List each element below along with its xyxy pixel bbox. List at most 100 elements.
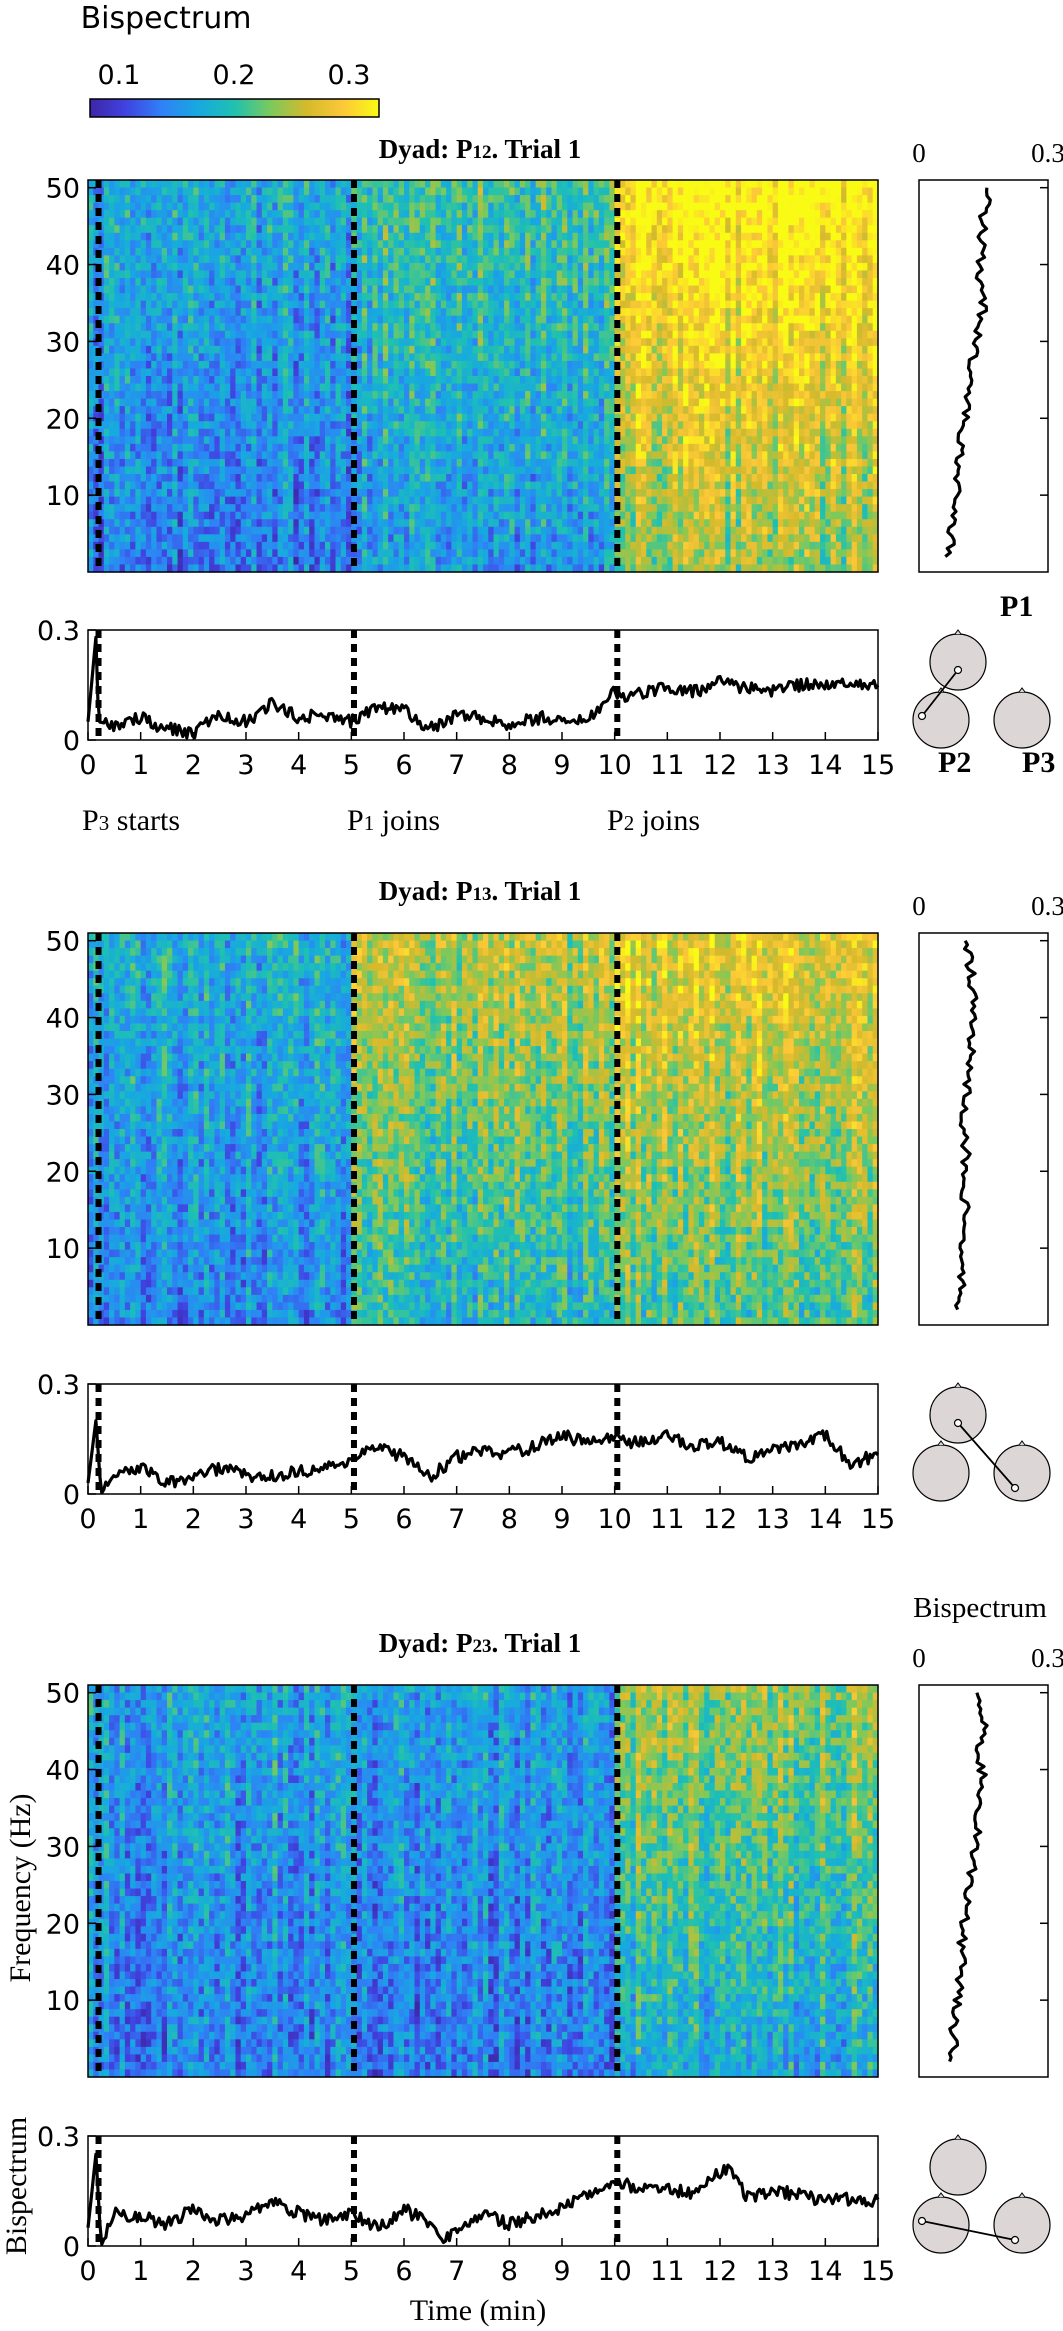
heatmap-cell — [330, 414, 336, 422]
heatmap-cell — [183, 353, 189, 361]
heatmap-cell — [467, 180, 473, 188]
heatmap-cell — [404, 263, 410, 271]
heatmap-cell — [415, 331, 421, 339]
heatmap-cell — [109, 429, 115, 437]
heatmap-cell — [109, 180, 115, 188]
heatmap-cell — [230, 376, 236, 384]
heatmap-cell — [214, 466, 220, 474]
heatmap-cell — [451, 406, 457, 414]
heatmap-cell — [293, 414, 299, 422]
heatmap-cell — [141, 549, 147, 557]
heatmap-cell — [230, 466, 236, 474]
heatmap-cell — [251, 278, 257, 286]
heatmap-cell — [220, 436, 226, 444]
heatmap-cell — [478, 542, 484, 550]
heatmap-cell — [272, 248, 278, 256]
heatmap-cell — [467, 482, 473, 490]
heatmap-cell — [515, 519, 521, 527]
heatmap-cell — [156, 346, 162, 354]
heatmap-cell — [393, 527, 399, 535]
heatmap-cell — [162, 233, 168, 241]
heatmap-cell — [488, 444, 494, 452]
heatmap-cell — [404, 203, 410, 211]
heatmap-cell — [272, 255, 278, 263]
heatmap-cell — [336, 308, 342, 316]
heatmap-cell — [209, 240, 215, 248]
heatmap-cell — [472, 331, 478, 339]
heatmap-cell — [504, 368, 510, 376]
heatmap-cell — [336, 406, 342, 414]
heatmap-cell — [262, 542, 268, 550]
heatmap-cell — [441, 188, 447, 196]
heatmap-cell — [336, 346, 342, 354]
heatmap-cell — [420, 414, 426, 422]
heatmap-cell — [151, 210, 157, 218]
heatmap-cell — [415, 248, 421, 256]
heatmap-cell — [204, 399, 210, 407]
heatmap-cell — [483, 436, 489, 444]
heatmap-cell — [293, 233, 299, 241]
heatmap-cell — [372, 301, 378, 309]
heatmap-cell — [88, 557, 94, 565]
heatmap-cell — [325, 308, 331, 316]
heatmap-cell — [499, 316, 505, 324]
heatmap-cell — [499, 368, 505, 376]
heatmap-cell — [462, 466, 468, 474]
heatmap-cell — [199, 188, 205, 196]
heatmap-cell — [330, 384, 336, 392]
heatmap-cell — [309, 346, 315, 354]
heatmap-cell — [378, 293, 384, 301]
heatmap-cell — [114, 195, 120, 203]
heatmap-cell — [494, 368, 500, 376]
heatmap-cell — [341, 323, 347, 331]
heatmap-cell — [357, 278, 363, 286]
heatmap-cell — [467, 384, 473, 392]
heatmap-cell — [135, 278, 141, 286]
heatmap-cell — [204, 286, 210, 294]
heatmap-cell — [509, 474, 515, 482]
heatmap-cell — [367, 316, 373, 324]
heatmap-cell — [288, 527, 294, 535]
heatmap-cell — [325, 286, 331, 294]
heatmap-cell — [483, 195, 489, 203]
heatmap-cell — [372, 542, 378, 550]
heatmap-cell — [341, 406, 347, 414]
heatmap-cell — [436, 474, 442, 482]
heatmap-cell — [336, 512, 342, 520]
heatmap-cell — [167, 308, 173, 316]
heatmap-cell — [462, 248, 468, 256]
heatmap-cell — [272, 210, 278, 218]
heatmap-cell — [283, 210, 289, 218]
heatmap-cell — [362, 293, 368, 301]
heatmap-cell — [120, 278, 126, 286]
heatmap-cell — [283, 444, 289, 452]
heatmap-cell — [320, 301, 326, 309]
heatmap-cell — [341, 346, 347, 354]
heatmap-cell — [472, 248, 478, 256]
heatmap-cell — [309, 270, 315, 278]
heatmap-cell — [383, 429, 389, 437]
heatmap-cell — [472, 293, 478, 301]
heatmap-cell — [146, 519, 152, 527]
heatmap-cell — [246, 353, 252, 361]
heatmap-cell — [109, 293, 115, 301]
heatmap-cell — [141, 286, 147, 294]
heatmap-cell — [367, 497, 373, 505]
heatmap-cell — [515, 534, 521, 542]
heatmap-cell — [520, 180, 526, 188]
heatmap-cell — [214, 376, 220, 384]
heatmap-cell — [225, 459, 231, 467]
heatmap-cell — [135, 497, 141, 505]
heatmap-cell — [293, 474, 299, 482]
heatmap-cell — [167, 338, 173, 346]
heatmap-cell — [246, 512, 252, 520]
heatmap-cell — [146, 459, 152, 467]
heatmap-cell — [172, 391, 178, 399]
heatmap-cell — [135, 248, 141, 256]
heatmap-cell — [262, 203, 268, 211]
heatmap-cell — [199, 323, 205, 331]
heatmap-cell — [204, 436, 210, 444]
heatmap-cell — [288, 195, 294, 203]
heatmap-cell — [267, 482, 273, 490]
heatmap-cell — [409, 361, 415, 369]
